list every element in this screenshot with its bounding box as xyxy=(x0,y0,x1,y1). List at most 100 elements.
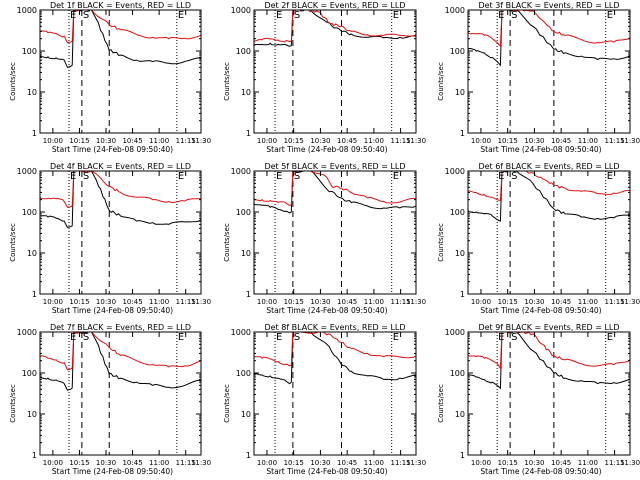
x-tick-label: 11:00 xyxy=(578,137,598,145)
x-tick-label: 10:00 xyxy=(471,298,491,306)
x-tick-label: 10:45 xyxy=(551,298,571,306)
region-marker-label: E xyxy=(393,332,399,343)
x-tick-label: 10:45 xyxy=(122,137,142,145)
y-axis-label: Counts/sec xyxy=(223,384,231,423)
x-tick-label: 11:15 xyxy=(391,298,411,306)
y-tick-label: 10 xyxy=(455,410,465,419)
panel-7: 1 10 100 1000 10:00 10:15 10:30 10:45 11:00 11:15… xyxy=(9,323,211,476)
x-tick-label: 11:30 xyxy=(191,298,211,306)
x-tick-label: 11:30 xyxy=(620,459,640,467)
panel-4: 1 10 100 1000 10:00 10:15 10:30 10:45 11:00 11:15… xyxy=(9,162,211,315)
region-marker-label: E xyxy=(276,10,282,21)
region-marker-label: E xyxy=(70,171,76,182)
x-tick-label: 10:15 xyxy=(498,298,518,306)
x-tick-label: 11:30 xyxy=(406,459,426,467)
y-axis-label: Counts/sec xyxy=(437,62,445,101)
y-tick-label: 1000 xyxy=(17,6,37,15)
series-lld-line xyxy=(40,10,201,44)
x-tick-label: 11:00 xyxy=(578,298,598,306)
x-tick-label: 11:30 xyxy=(191,137,211,145)
region-marker-label: S xyxy=(294,10,300,21)
region-marker-label: E xyxy=(178,171,184,182)
region-marker-label: E xyxy=(607,10,613,21)
region-marker-label: E xyxy=(498,10,504,21)
y-tick-label: 1000 xyxy=(445,6,465,15)
series-events-line xyxy=(254,171,416,214)
series-lld-line xyxy=(40,332,201,371)
x-tick-label: 10:45 xyxy=(551,137,571,145)
series-events-line xyxy=(254,10,416,47)
x-tick-label: 11:30 xyxy=(191,459,211,467)
x-tick-label: 10:30 xyxy=(524,459,544,467)
plot-frame xyxy=(39,170,202,295)
y-tick-label: 1 xyxy=(246,451,251,460)
plot-frame xyxy=(467,9,631,134)
x-axis-label: Start Time (24-Feb-08 09:50:40) xyxy=(266,306,387,315)
plot-frame xyxy=(253,331,417,456)
x-tick-label: 11:00 xyxy=(364,137,384,145)
y-tick-label: 1 xyxy=(246,129,251,138)
x-tick-label: 11:30 xyxy=(406,298,426,306)
panel-3: 1 10 100 1000 10:00 10:15 10:30 10:45 11:00 11:15… xyxy=(437,1,640,154)
x-tick-label: 10:30 xyxy=(310,298,330,306)
x-tick-label: 11:30 xyxy=(406,137,426,145)
panel-title: Det 7f BLACK = Events, RED = LLD xyxy=(50,323,191,332)
y-tick-label: 100 xyxy=(22,369,37,378)
x-tick-label: 11:00 xyxy=(364,459,384,467)
x-tick-label: 11:30 xyxy=(620,137,640,145)
region-marker-label: E xyxy=(178,10,184,21)
x-tick-label: 10:45 xyxy=(551,459,571,467)
y-axis-label: Counts/sec xyxy=(223,62,231,101)
panel-title: Det 8f BLACK = Events, RED = LLD xyxy=(264,323,405,332)
panel-title: Det 4f BLACK = Events, RED = LLD xyxy=(50,162,191,171)
x-tick-label: 11:00 xyxy=(149,298,169,306)
x-tick-label: 10:30 xyxy=(310,137,330,145)
x-axis-label: Start Time (24-Feb-08 09:50:40) xyxy=(266,467,387,476)
y-axis-label: Counts/sec xyxy=(9,62,17,101)
y-tick-label: 10 xyxy=(241,88,251,97)
plot-frame xyxy=(253,9,417,134)
x-tick-label: 11:00 xyxy=(149,459,169,467)
panel-8: 1 10 100 1000 10:00 10:15 10:30 10:45 11:00 11:15… xyxy=(223,323,426,476)
region-marker-label: S xyxy=(83,10,89,21)
y-tick-label: 1000 xyxy=(445,328,465,337)
panel-1: 1 10 100 1000 10:00 10:15 10:30 10:45 11:00 11:15… xyxy=(9,1,211,154)
x-tick-label: 10:00 xyxy=(471,137,491,145)
series-events-line xyxy=(40,10,201,68)
panel-title: Det 2f BLACK = Events, RED = LLD xyxy=(264,1,405,10)
x-axis-label: Start Time (24-Feb-08 09:50:40) xyxy=(480,306,601,315)
x-tick-label: 11:00 xyxy=(578,459,598,467)
x-tick-label: 10:45 xyxy=(122,459,142,467)
y-tick-label: 1000 xyxy=(445,167,465,176)
region-marker-label: E xyxy=(393,171,399,182)
x-tick-label: 11:15 xyxy=(605,137,625,145)
x-tick-label: 11:15 xyxy=(605,459,625,467)
y-tick-label: 10 xyxy=(27,410,37,419)
series-lld-line xyxy=(254,332,416,367)
region-marker-label: E xyxy=(276,332,282,343)
x-tick-label: 11:15 xyxy=(176,137,196,145)
x-tick-label: 10:00 xyxy=(471,459,491,467)
region-marker-label: S xyxy=(294,171,300,182)
y-tick-label: 1000 xyxy=(231,328,251,337)
x-axis-label: Start Time (24-Feb-08 09:50:40) xyxy=(480,145,601,154)
x-axis-label: Start Time (24-Feb-08 09:50:40) xyxy=(52,306,173,315)
y-tick-label: 1 xyxy=(460,451,465,460)
x-axis-label: Start Time (24-Feb-08 09:50:40) xyxy=(480,467,601,476)
x-tick-label: 11:30 xyxy=(620,298,640,306)
x-tick-label: 10:15 xyxy=(284,459,304,467)
x-tick-label: 10:15 xyxy=(284,298,304,306)
series-lld-line xyxy=(468,332,630,370)
series-lld-line xyxy=(468,171,630,202)
plot-frame xyxy=(39,9,202,134)
x-tick-label: 10:30 xyxy=(524,298,544,306)
x-tick-label: 11:00 xyxy=(364,298,384,306)
y-axis-label: Counts/sec xyxy=(437,223,445,262)
panel-title: Det 3f BLACK = Events, RED = LLD xyxy=(478,1,619,10)
region-marker-label: E xyxy=(607,171,613,182)
region-marker-label: S xyxy=(294,332,300,343)
x-tick-label: 11:00 xyxy=(149,137,169,145)
y-tick-label: 1 xyxy=(32,290,37,299)
region-marker-label: S xyxy=(511,171,517,182)
x-tick-label: 10:15 xyxy=(284,137,304,145)
